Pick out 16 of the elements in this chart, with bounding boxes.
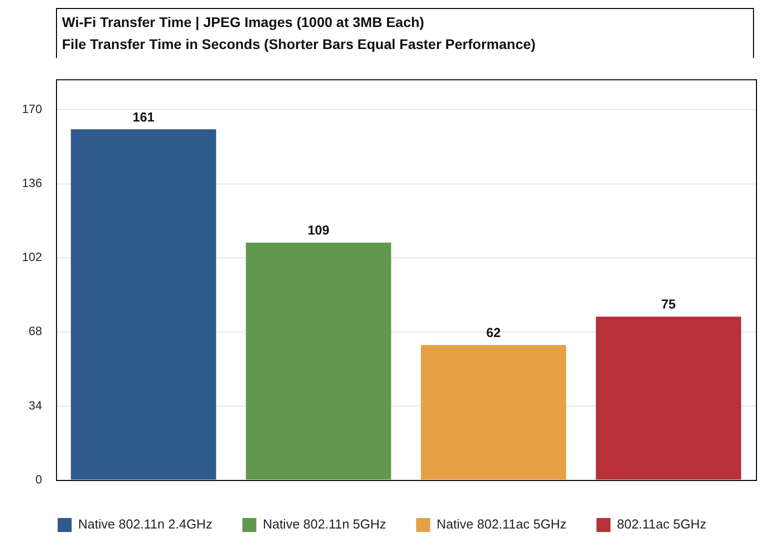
y-tick-label: 102 [22,250,42,264]
legend-label: Native 802.11n 2.4GHz [78,516,212,532]
y-tick-label: 68 [28,324,42,338]
data-label: 75 [661,296,676,312]
legend-label: Native 802.11ac 5GHz [436,516,566,532]
y-tick-label: 0 [35,472,42,486]
chart-title: Wi-Fi Transfer Time | JPEG Images (1000 at 3MB Each) [62,13,426,32]
data-label: 161 [132,109,154,124]
legend-label: Native 802.11n 5GHz [262,516,386,532]
data-label: 62 [486,325,501,340]
y-tick-label: 170 [22,102,42,116]
y-tick-label: 34 [28,398,42,412]
legend-label: 802.11ac 5GHz [616,516,706,532]
y-tick-label: 136 [22,176,42,190]
data-label: 109 [308,222,330,238]
chart-subtitle: File Transfer Time in Seconds (Shorter Bars Equal Faster Performance) [62,35,537,54]
